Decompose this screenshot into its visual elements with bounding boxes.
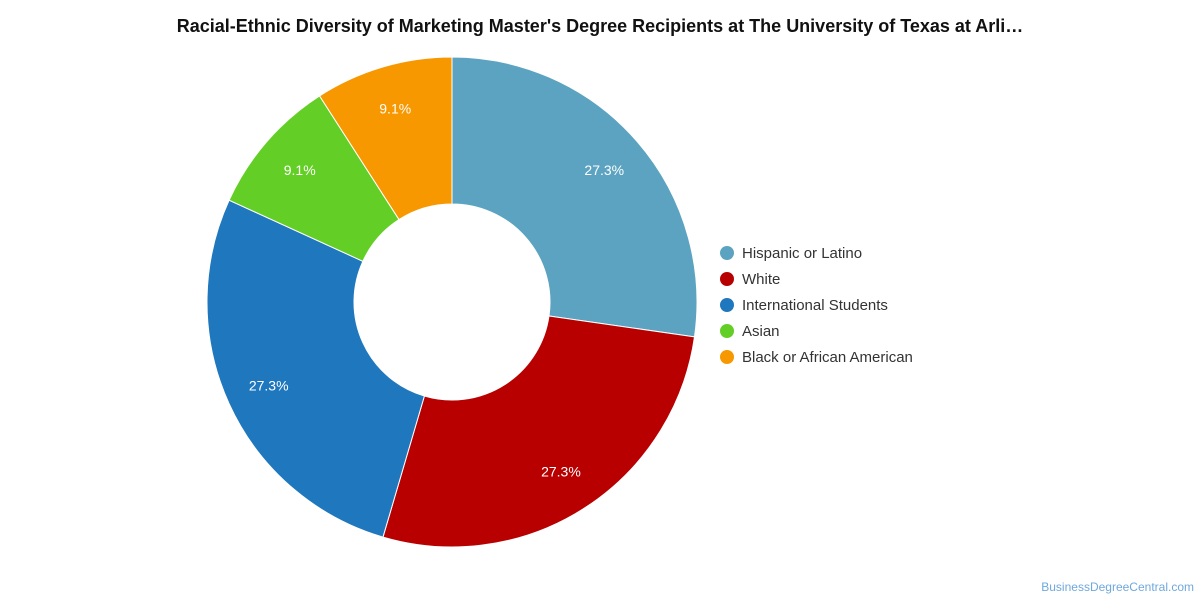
chart-title: Racial-Ethnic Diversity of Marketing Mas… <box>176 16 1024 36</box>
data-label: 9.1% <box>284 162 316 178</box>
slice-hispanic-or-latino[interactable] <box>451 56 698 338</box>
legend-item[interactable]: Asian <box>720 318 913 344</box>
legend-label: Black or African American <box>742 348 913 366</box>
legend-item[interactable]: White <box>720 266 913 292</box>
legend-item[interactable]: Black or African American <box>720 344 913 370</box>
legend-swatch <box>720 298 734 312</box>
legend-label: Hispanic or Latino <box>742 244 863 262</box>
legend: Hispanic or Latino White International Stu… <box>720 240 913 370</box>
legend-swatch <box>720 324 734 338</box>
slice-white[interactable] <box>382 315 696 548</box>
legend-label: Asian <box>742 322 780 340</box>
data-label: 27.3% <box>249 378 289 394</box>
legend-swatch <box>720 272 734 286</box>
slice-international-students[interactable] <box>206 199 426 538</box>
legend-item[interactable]: International Students <box>720 292 913 318</box>
legend-swatch <box>720 246 734 260</box>
legend-item[interactable]: Hispanic or Latino <box>720 240 913 266</box>
data-label: 27.3% <box>584 162 624 178</box>
legend-label: International Students <box>742 296 888 314</box>
slice-black-or-african-american[interactable] <box>318 56 453 221</box>
legend-label: White <box>742 270 781 288</box>
legend-swatch <box>720 350 734 364</box>
data-label: 9.1% <box>379 101 411 117</box>
data-label: 27.3% <box>541 464 581 480</box>
watermark[interactable]: BusinessDegreeCentral.com <box>1041 580 1194 594</box>
